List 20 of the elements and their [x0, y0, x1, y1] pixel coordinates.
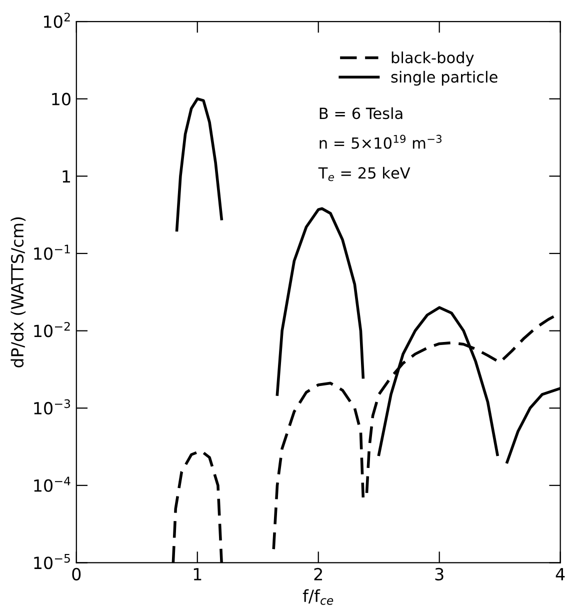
annotation: n = 5×10$^{19}$ m$^{−3}$ [320, 134, 442, 149]
x-axis-title: f/f$_{ce}$ [302, 589, 334, 605]
y-tick-label: 10$^{2}$ [44, 12, 70, 28]
legend-label: black-body [392, 52, 474, 66]
x-tick-label: 2 [314, 568, 322, 580]
x-tick-label: 1 [194, 568, 202, 580]
x-tick-label: 3 [435, 568, 444, 580]
y-tick-label: 10$^{−1}$ [34, 244, 70, 260]
x-tick-label: 4 [556, 568, 565, 580]
y-tick-label: 10$^{−2}$ [34, 322, 70, 338]
annotation: T$_{e}$ = 25 keV [318, 166, 410, 182]
y-axis-title: dP/dx (WATTS/cm) [10, 217, 26, 368]
x-tick-label: 0 [72, 568, 81, 580]
y-tick-label: 10$^{−4}$ [34, 476, 70, 492]
annotation: B = 6 Tesla [320, 107, 402, 120]
y-tick-label: 10$^{−3}$ [34, 399, 70, 415]
y-tick-label: 10 [52, 92, 70, 106]
y-tick-label: 1 [62, 170, 70, 182]
y-tick-label: 10$^{−5}$ [34, 554, 70, 570]
legend-label: single particle [391, 70, 498, 86]
